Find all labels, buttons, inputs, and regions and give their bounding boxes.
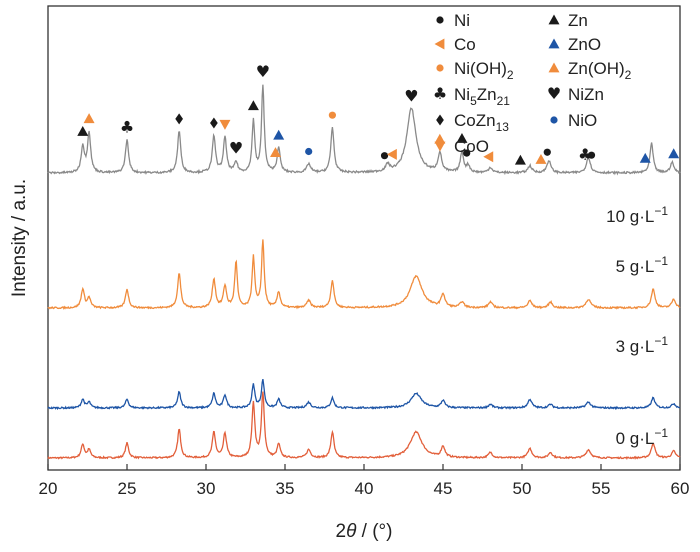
peak-marker-circle-icon [463, 149, 471, 157]
legend-triangle-up-icon [548, 62, 560, 73]
peak-marker-triangle-up-icon [247, 100, 259, 111]
peak-marker-triangle-up-icon [639, 152, 651, 163]
x-tick-label: 60 [671, 479, 690, 498]
svg-text:♣: ♣ [433, 84, 447, 103]
series-label-3: 10 g·L−1 [606, 204, 668, 226]
legend-label: NiO [568, 111, 597, 130]
x-axis-title-theta: θ [346, 521, 357, 542]
svg-text:♥: ♥ [404, 86, 418, 105]
peak-marker-triangle-up-icon [83, 113, 95, 124]
legend-circle-icon [436, 64, 444, 72]
series-layer [47, 84, 681, 460]
legend-label: ZnO [568, 35, 601, 54]
x-axis-title-part: 2 [336, 521, 347, 542]
x-axis-title-unit: / (°) [356, 521, 392, 542]
legend-label: Zn(OH)2 [568, 59, 632, 82]
peak-marker-circle-icon [305, 147, 313, 156]
legend-triangle-up-icon [548, 38, 560, 49]
series-line-0 [47, 391, 681, 460]
y-axis-title: Intensity / a.u. [9, 179, 30, 297]
peak-marker-triangle-left-icon [483, 151, 494, 163]
legend-label: Co [454, 35, 476, 54]
legend-circle-icon [436, 16, 444, 24]
peak-marker-triangle-up-icon [77, 125, 89, 136]
peak-marker-diamond-icon [175, 113, 183, 125]
legend-triangle-up-icon [548, 14, 560, 25]
x-tick-label: 50 [513, 479, 532, 498]
svg-text:♥: ♥ [229, 138, 243, 157]
legend-club-icon: ♣ [433, 84, 447, 103]
peak-marker-triangle-up-icon [434, 133, 446, 144]
legend-triangle-down-icon [434, 141, 446, 152]
peak-marker-heart-icon: ♥ [229, 138, 243, 157]
peak-marker-heart-icon: ♥ [256, 62, 270, 81]
series-line-1 [47, 378, 681, 411]
peak-marker-circle-icon [587, 151, 596, 159]
peak-marker-triangle-up-icon [668, 148, 680, 159]
peak-marker-heart-icon: ♥ [404, 86, 418, 105]
series-labels: 0 g·L−1 3 g·L−1 5 g·L−1 10 g·L−1 [606, 204, 668, 448]
peak-marker-triangle-left-icon [386, 148, 397, 160]
peak-marker-club-icon: ♣ [578, 145, 592, 164]
peak-marker-circle-icon [328, 111, 336, 119]
x-tick-label: 30 [197, 479, 216, 498]
legend-label: Ni5Zn21 [454, 85, 510, 108]
peak-marker-club-icon: ♣ [120, 118, 134, 137]
x-tick-label: 40 [355, 479, 374, 498]
peak-marker-triangle-down-icon [219, 119, 231, 130]
peak-markers: ♣ ♥ ♥ ♥ ♣ [77, 62, 680, 165]
series-label-1: 3 g·L−1 [616, 334, 669, 356]
legend-label: NiZn [568, 85, 604, 104]
peak-marker-triangle-up-icon [273, 129, 285, 140]
peak-marker-triangle-up-icon [270, 147, 282, 157]
peak-marker-circle-icon [543, 148, 551, 156]
series-label-2: 5 g·L−1 [616, 254, 669, 276]
x-tick-label: 20 [39, 479, 58, 498]
legend-label: Zn [568, 11, 588, 30]
x-axis: 20 25 30 35 40 45 50 55 60 [39, 464, 690, 498]
x-tick-label: 45 [434, 479, 453, 498]
x-tick-label: 25 [118, 479, 137, 498]
svg-text:♣: ♣ [120, 118, 134, 137]
legend-heart-icon: ♥ [547, 84, 561, 103]
svg-text:♥: ♥ [256, 62, 270, 81]
peak-marker-diamond-icon [210, 117, 218, 129]
legend-label: Ni [454, 11, 470, 30]
legend-label: Ni(OH)2 [454, 59, 514, 82]
x-tick-label: 35 [276, 479, 295, 498]
series-line-2 [47, 239, 681, 311]
peak-marker-triangle-up-icon [535, 153, 547, 164]
svg-text:♥: ♥ [547, 84, 561, 103]
peak-marker-triangle-up-icon [456, 132, 468, 143]
series-label-0: 0 g·L−1 [616, 426, 669, 448]
peak-marker-triangle-up-icon [514, 154, 526, 165]
svg-text:♣: ♣ [578, 145, 592, 164]
x-tick-label: 55 [592, 479, 611, 498]
legend-label: CoZn13 [454, 111, 509, 134]
x-axis-title: 2θ / (°) [336, 521, 393, 542]
series-line-3 [47, 84, 681, 176]
peak-marker-circle-icon [380, 152, 389, 160]
legend-label: CoO [454, 137, 489, 156]
legend-circle-icon [550, 116, 558, 124]
legend-triangle-left-icon [434, 38, 445, 50]
legend-diamond-icon [436, 114, 444, 126]
